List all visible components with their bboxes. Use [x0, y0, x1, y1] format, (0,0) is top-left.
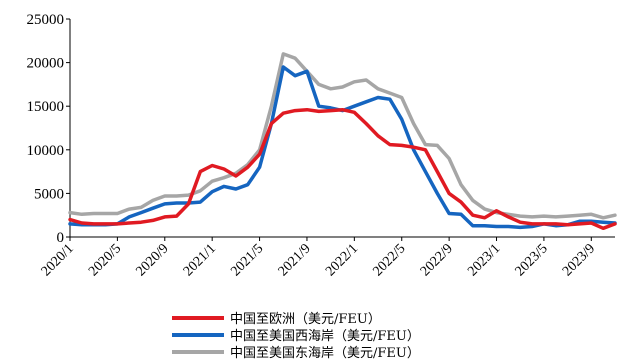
y-axis: 0 5000 10000 15000 20000 25000	[27, 12, 71, 246]
x-tick-label: 2021/1	[181, 241, 219, 279]
x-tick-label: 2021/5	[228, 241, 266, 279]
y-tick-label: 15000	[27, 99, 65, 115]
y-tick-label: 0	[57, 230, 65, 246]
x-tick-label: 2020/5	[86, 241, 124, 279]
x-tick-label: 2022/1	[323, 241, 361, 279]
x-tick-label: 2021/9	[276, 241, 314, 279]
y-tick-label: 5000	[34, 186, 64, 202]
legend-swatch-us-east	[172, 349, 224, 354]
x-tick-label: 2020/9	[134, 241, 172, 279]
legend-swatch-europe	[172, 315, 224, 320]
legend-swatch-us-west	[172, 332, 224, 337]
legend-label-us-east: 中国至美国东海岸（美元/FEU）	[230, 346, 420, 361]
legend-item-europe: 中国至欧洲（美元/FEU）	[172, 309, 420, 327]
legend-item-us-west: 中国至美国西海岸（美元/FEU）	[172, 326, 420, 344]
x-tick-label: 2023/9	[560, 241, 598, 279]
series-layer	[68, 52, 617, 231]
y-tick-label: 10000	[27, 143, 65, 159]
series-line-us-east	[68, 52, 617, 220]
legend-label-us-west: 中国至美国西海岸（美元/FEU）	[230, 329, 420, 344]
x-tick-label: 2022/5	[370, 241, 408, 279]
series-line-us-west	[68, 65, 617, 230]
y-tick-label: 25000	[27, 12, 65, 28]
legend: 中国至欧洲（美元/FEU） 中国至美国西海岸（美元/FEU） 中国至美国东海岸（…	[172, 309, 420, 361]
x-tick-label: 2022/9	[418, 241, 456, 279]
x-axis: 2020/1 2020/5 2020/9 2021/1 2021/5 2021/9 2022…	[39, 236, 615, 279]
x-tick-label: 2023/1	[465, 241, 503, 279]
legend-label-europe: 中国至欧洲（美元/FEU）	[230, 312, 381, 327]
y-tick-label: 20000	[27, 56, 65, 72]
x-tick-label: 2023/5	[513, 241, 551, 279]
x-tick-label: 2020/1	[39, 241, 77, 279]
legend-item-us-east: 中国至美国东海岸（美元/FEU）	[172, 343, 420, 361]
series-line-europe	[68, 107, 617, 231]
